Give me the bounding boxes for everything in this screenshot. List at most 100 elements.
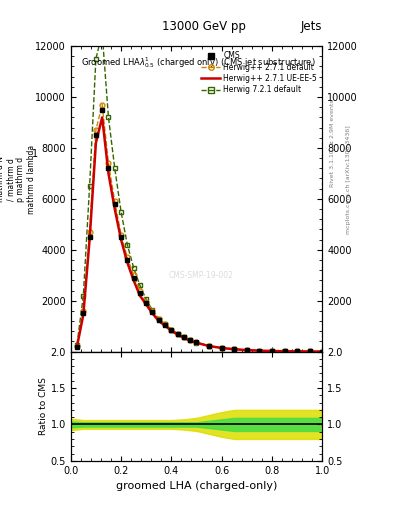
Herwig 7.2.1 default [282,348,287,354]
Herwig++ 2.7.1 UE-EE-5 [219,345,224,351]
Herwig++ 2.7.1 default [144,299,149,305]
Text: Groomed LHA$\lambda^{1}_{0.5}$ (charged only) (CMS jet substructure): Groomed LHA$\lambda^{1}_{0.5}$ (charged … [81,55,316,70]
Herwig 7.2.1 default [75,342,79,348]
CMS [156,317,161,323]
Herwig 7.2.1 default [182,334,186,340]
CMS [320,349,325,355]
Herwig 7.2.1 default [163,321,167,327]
Herwig++ 2.7.1 UE-EE-5 [106,170,111,177]
Herwig++ 2.7.1 UE-EE-5 [295,348,299,354]
Herwig++ 2.7.1 default [106,160,111,166]
Herwig++ 2.7.1 UE-EE-5 [138,292,142,298]
Herwig 7.2.1 default [106,114,111,120]
Herwig 7.2.1 default [156,315,161,322]
Herwig++ 2.7.1 UE-EE-5 [257,348,262,354]
CMS [119,234,123,240]
CMS [188,337,193,343]
Herwig++ 2.7.1 default [188,337,193,343]
Herwig++ 2.7.1 UE-EE-5 [119,237,123,243]
Herwig++ 2.7.1 UE-EE-5 [182,335,186,341]
CMS [144,300,149,306]
Herwig++ 2.7.1 UE-EE-5 [156,318,161,324]
Herwig++ 2.7.1 UE-EE-5 [87,237,92,243]
CMS [94,132,98,138]
Text: mcplots.cern.ch [arXiv:1306.3436]: mcplots.cern.ch [arXiv:1306.3436] [346,125,351,233]
Herwig++ 2.7.1 default [182,334,186,340]
Herwig++ 2.7.1 default [156,316,161,322]
CMS [295,348,299,354]
Text: 1: 1 [32,148,39,159]
Legend: CMS, Herwig++ 2.7.1 default, Herwig++ 2.7.1 UE-EE-5, Herwig 7.2.1 default: CMS, Herwig++ 2.7.1 default, Herwig++ 2.… [200,50,318,96]
Herwig++ 2.7.1 default [320,349,325,355]
Line: Herwig++ 2.7.1 default: Herwig++ 2.7.1 default [75,102,325,354]
Herwig 7.2.1 default [112,165,117,172]
Line: Herwig 7.2.1 default: Herwig 7.2.1 default [75,31,325,354]
Herwig++ 2.7.1 default [125,254,130,261]
Herwig 7.2.1 default [295,348,299,354]
Herwig++ 2.7.1 default [119,231,123,238]
Herwig 7.2.1 default [94,56,98,62]
Line: CMS: CMS [75,108,325,354]
Herwig++ 2.7.1 UE-EE-5 [175,332,180,338]
Herwig++ 2.7.1 default [169,327,174,333]
Text: 13000 GeV pp: 13000 GeV pp [162,20,246,33]
Herwig++ 2.7.1 default [163,322,167,328]
CMS [307,348,312,354]
Herwig 7.2.1 default [169,327,174,333]
Herwig++ 2.7.1 default [295,348,299,354]
Herwig++ 2.7.1 UE-EE-5 [81,312,86,318]
Herwig++ 2.7.1 default [150,308,155,314]
CMS [169,327,174,333]
CMS [232,346,237,352]
Herwig++ 2.7.1 default [75,343,79,349]
Herwig 7.2.1 default [244,347,249,353]
Herwig++ 2.7.1 UE-EE-5 [244,347,249,353]
Herwig++ 2.7.1 UE-EE-5 [320,349,325,355]
Herwig 7.2.1 default [81,292,86,298]
Herwig++ 2.7.1 UE-EE-5 [75,343,79,349]
Herwig 7.2.1 default [144,296,149,303]
Herwig 7.2.1 default [232,346,237,352]
Herwig++ 2.7.1 UE-EE-5 [207,343,211,349]
Herwig++ 2.7.1 default [81,308,86,314]
Herwig++ 2.7.1 default [175,331,180,337]
CMS [207,343,211,349]
Herwig 7.2.1 default [138,283,142,289]
Herwig++ 2.7.1 UE-EE-5 [94,140,98,146]
CMS [282,348,287,354]
Herwig++ 2.7.1 default [282,348,287,354]
CMS [100,106,105,113]
CMS [163,322,167,328]
Herwig 7.2.1 default [219,345,224,351]
Herwig 7.2.1 default [119,208,123,215]
Herwig 7.2.1 default [207,343,211,349]
Herwig++ 2.7.1 default [194,339,199,345]
Herwig++ 2.7.1 UE-EE-5 [232,346,237,352]
Herwig++ 2.7.1 default [94,127,98,133]
Herwig++ 2.7.1 default [232,346,237,352]
Herwig 7.2.1 default [87,183,92,189]
Herwig++ 2.7.1 UE-EE-5 [144,302,149,308]
CMS [257,348,262,354]
Herwig++ 2.7.1 UE-EE-5 [131,278,136,284]
Herwig++ 2.7.1 UE-EE-5 [112,206,117,212]
Herwig++ 2.7.1 UE-EE-5 [194,339,199,346]
Herwig 7.2.1 default [257,348,262,354]
CMS [194,339,199,346]
Herwig 7.2.1 default [194,339,199,346]
Text: mathrm d N
/ mathrm d
p mathrm d
mathrm d lambda: mathrm d N / mathrm d p mathrm d mathrm … [0,144,36,214]
CMS [87,234,92,240]
CMS [125,257,130,263]
Herwig++ 2.7.1 UE-EE-5 [307,348,312,354]
Herwig 7.2.1 default [150,307,155,313]
CMS [182,334,186,340]
Line: Herwig++ 2.7.1 UE-EE-5: Herwig++ 2.7.1 UE-EE-5 [77,117,322,352]
Text: CMS-SMP-19-002: CMS-SMP-19-002 [169,271,234,280]
Herwig++ 2.7.1 UE-EE-5 [163,323,167,329]
CMS [112,201,117,207]
Herwig++ 2.7.1 default [307,348,312,354]
CMS [81,310,86,316]
Herwig++ 2.7.1 UE-EE-5 [125,260,130,266]
CMS [150,309,155,315]
Herwig 7.2.1 default [307,348,312,354]
